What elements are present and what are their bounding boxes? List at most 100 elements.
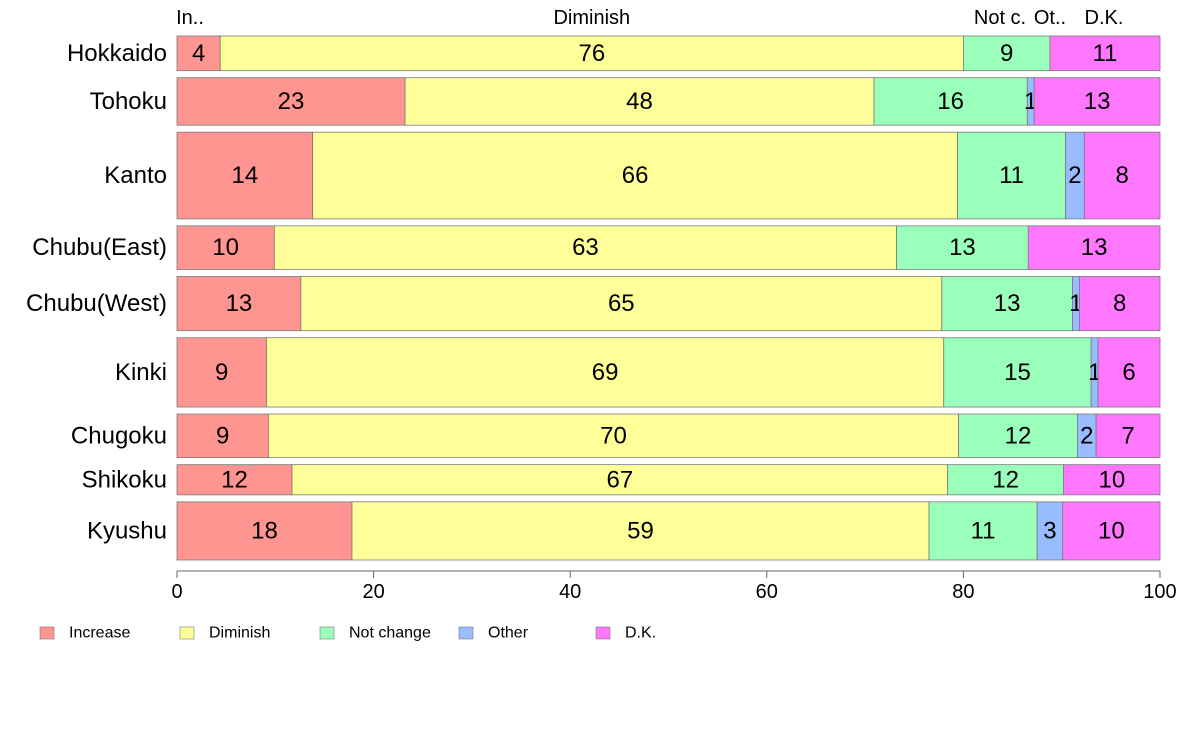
bar-segment-kanto-increase: [176, 131, 314, 220]
bar-segment-hokkaido-not-change: [963, 35, 1051, 72]
bar-segment-hokkaido-diminish: [219, 35, 964, 72]
bar-segment-shikoku-diminish: [291, 464, 949, 496]
top-label-other: Ot..: [1034, 7, 1066, 29]
legend-label-diminish: Diminish: [209, 625, 270, 642]
data-label-chubu-west-diminish: 65: [608, 290, 635, 317]
data-label-hokkaido-d-k: 11: [1092, 40, 1117, 67]
bar-segment-kanto-diminish: [312, 131, 958, 220]
category-label-kyushu: Kyushu: [87, 517, 167, 544]
legend-swatch-d-k: [595, 626, 611, 640]
legend-label-increase: Increase: [69, 625, 130, 642]
data-label-hokkaido-increase: 4: [192, 40, 205, 67]
bar-segment-kinki-increase: [176, 337, 267, 408]
data-label-kanto-not-change: 11: [999, 162, 1024, 189]
legend-swatch-increase: [39, 626, 55, 640]
data-label-shikoku-d-k: 10: [1098, 466, 1125, 493]
data-label-shikoku-increase: 12: [221, 466, 248, 493]
bar-segment-chubu-east-diminish: [273, 225, 897, 270]
data-label-chubu-west-increase: 13: [226, 290, 253, 317]
bar-segment-kinki-not-change: [943, 337, 1092, 408]
data-label-chugoku-diminish: 70: [600, 422, 627, 449]
top-label-diminish: Diminish: [553, 7, 630, 29]
bar-segment-kyushu-increase: [176, 501, 353, 561]
x-tick-label-100: 100: [1143, 581, 1176, 603]
data-label-hokkaido-not-change: 9: [1000, 40, 1013, 67]
data-label-kanto-other: 2: [1068, 162, 1081, 189]
x-tick-label-0: 0: [171, 581, 182, 603]
bar-segment-chubu-east-d-k: [1027, 225, 1161, 270]
data-label-tohoku-diminish: 48: [626, 88, 653, 115]
legend-swatch-other: [458, 626, 474, 640]
data-label-chubu-east-diminish: 63: [572, 234, 599, 261]
data-label-kyushu-not-change: 11: [971, 517, 996, 544]
bar-segment-kyushu-d-k: [1062, 501, 1161, 561]
category-label-chubu-east: Chubu(East): [32, 234, 167, 261]
bar-segment-chugoku-d-k: [1095, 413, 1161, 459]
bar-segment-hokkaido-increase: [176, 35, 221, 72]
data-label-kyushu-other: 3: [1043, 517, 1056, 544]
bar-segment-kyushu-other: [1036, 501, 1064, 561]
data-label-kanto-d-k: 8: [1115, 162, 1128, 189]
data-label-kanto-increase: 14: [231, 162, 258, 189]
bar-segment-tohoku-increase: [176, 77, 406, 126]
data-label-chubu-east-d-k: 13: [1081, 234, 1108, 261]
bar-segment-chubu-east-not-change: [896, 225, 1029, 270]
bar-segment-kinki-diminish: [266, 337, 945, 408]
bar-segment-kyushu-diminish: [351, 501, 930, 561]
top-label-d-k: D.K.: [1085, 7, 1124, 29]
data-label-chugoku-d-k: 7: [1121, 422, 1134, 449]
category-label-hokkaido: Hokkaido: [67, 40, 167, 67]
data-label-chubu-east-not-change: 13: [949, 234, 976, 261]
x-tick-label-40: 40: [559, 581, 581, 603]
bar-segment-tohoku-not-change: [873, 77, 1028, 126]
category-label-kanto: Kanto: [104, 162, 167, 189]
data-label-shikoku-diminish: 67: [606, 466, 633, 493]
data-label-tohoku-d-k: 13: [1084, 88, 1111, 115]
data-label-kyushu-d-k: 10: [1098, 517, 1125, 544]
data-label-kanto-diminish: 66: [622, 162, 649, 189]
data-label-kinki-not-change: 15: [1004, 359, 1031, 386]
legend-label-not-change: Not change: [349, 625, 431, 642]
x-tick-label-60: 60: [756, 581, 778, 603]
data-label-chubu-west-d-k: 8: [1113, 290, 1126, 317]
bar-segment-shikoku-d-k: [1063, 464, 1161, 496]
bar-segment-chugoku-increase: [176, 413, 269, 459]
data-label-kinki-d-k: 6: [1122, 359, 1135, 386]
data-label-chubu-east-increase: 10: [212, 234, 239, 261]
bar-segment-hokkaido-d-k: [1049, 35, 1161, 72]
data-label-chugoku-not-change: 12: [1005, 422, 1032, 449]
data-label-chubu-west-not-change: 13: [994, 290, 1021, 317]
data-label-kyushu-diminish: 59: [627, 517, 654, 544]
data-label-tohoku-not-change: 16: [937, 88, 964, 115]
x-tick-label-20: 20: [362, 581, 384, 603]
data-label-shikoku-not-change: 12: [992, 466, 1019, 493]
bar-segment-chubu-west-d-k: [1078, 276, 1161, 332]
category-label-chubu-west: Chubu(West): [26, 290, 167, 317]
category-label-kinki: Kinki: [115, 359, 167, 386]
data-label-tohoku-increase: 23: [278, 88, 305, 115]
legend-label-d-k: D.K.: [625, 625, 656, 642]
data-label-kinki-diminish: 69: [592, 359, 619, 386]
data-label-hokkaido-diminish: 76: [578, 40, 605, 67]
top-label-increase: In..: [176, 7, 204, 29]
data-label-chugoku-other: 2: [1080, 422, 1093, 449]
category-label-tohoku: Tohoku: [90, 88, 167, 115]
bar-segment-kyushu-not-change: [928, 501, 1038, 561]
bar-segment-chubu-east-increase: [176, 225, 275, 270]
bar-segment-chubu-west-not-change: [941, 276, 1073, 332]
legend-swatch-not-change: [319, 626, 335, 640]
bar-segment-kanto-not-change: [957, 131, 1067, 220]
bar-segment-chugoku-diminish: [268, 413, 959, 459]
legend-swatch-diminish: [179, 626, 195, 640]
category-label-chugoku: Chugoku: [71, 422, 167, 449]
data-label-chugoku-increase: 9: [216, 422, 229, 449]
data-label-kyushu-increase: 18: [251, 517, 278, 544]
x-tick-label-80: 80: [952, 581, 974, 603]
top-label-not-change: Not c.: [974, 7, 1026, 29]
bar-segment-tohoku-diminish: [404, 77, 875, 126]
bar-segment-tohoku-d-k: [1033, 77, 1161, 126]
bar-segment-chubu-west-increase: [176, 276, 302, 332]
bar-segment-kanto-d-k: [1083, 131, 1161, 220]
